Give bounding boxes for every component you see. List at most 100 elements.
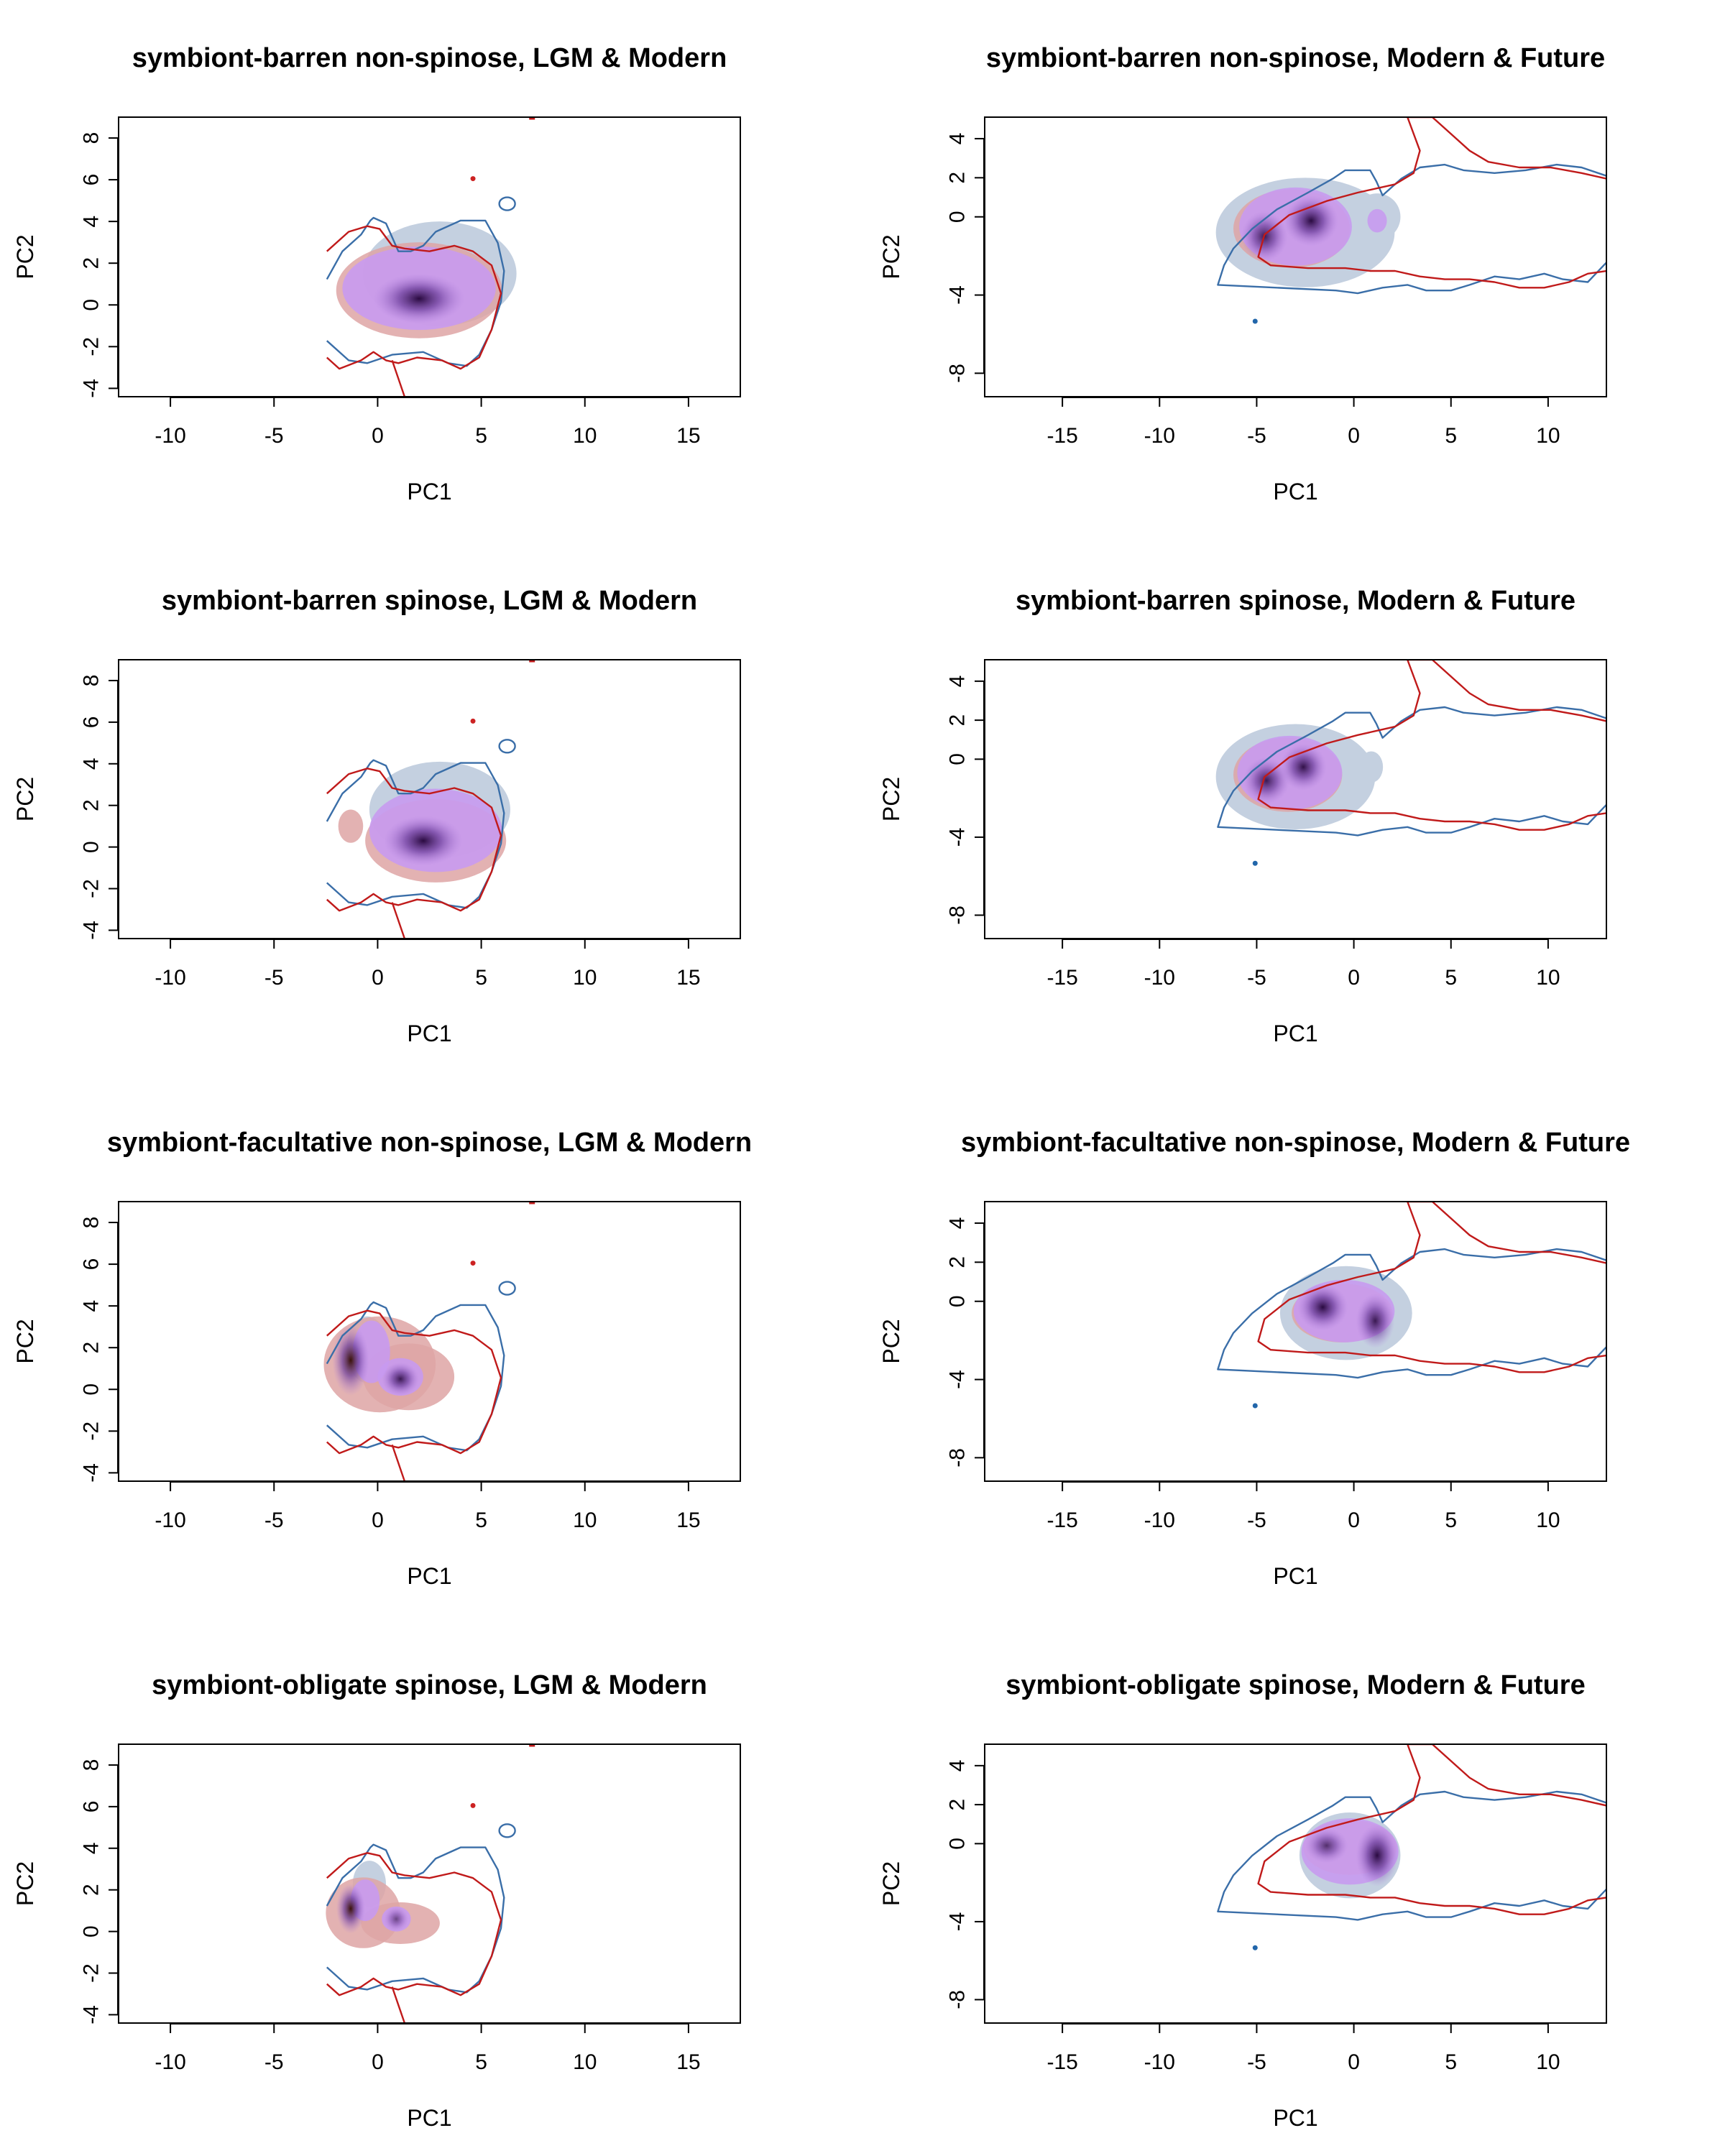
x-axis-label: PC1: [1273, 2105, 1317, 2131]
contour-dot: [470, 1261, 476, 1266]
y-axis-label: PC2: [878, 1319, 904, 1363]
density-peak: [1305, 1828, 1348, 1864]
x-tick-label: 5: [475, 424, 487, 448]
contour-dot: [1252, 860, 1258, 866]
x-tick-label: -15: [1046, 1508, 1077, 1532]
chart-title: symbiont-barren non-spinose, LGM & Moder…: [132, 43, 727, 73]
x-tick-label: -5: [1247, 2050, 1266, 2074]
x-tick-label: -10: [155, 966, 185, 990]
plot-area: [1217, 1744, 1606, 1950]
density-peak: [1356, 1293, 1395, 1349]
x-axis-label: PC1: [407, 2105, 451, 2131]
y-axis: -8 -4 0 2 4: [946, 1760, 985, 2009]
contour-ring: [498, 739, 516, 754]
x-tick-label: -5: [1247, 966, 1266, 990]
y-tick-label: -8: [946, 906, 970, 925]
x-axis: -15 -10 -5 0 5 10: [1046, 397, 1560, 448]
x-tick-label: 5: [475, 1508, 487, 1532]
chart-panel: -10 -5 0 5 10 15 PC1 -4 -2 0 2 4 6 8 PC2 symbiont-facul…: [12, 1128, 752, 1589]
y-tick-label: 4: [946, 1760, 970, 1772]
y-tick-label: 2: [946, 1799, 970, 1811]
y-tick-label: -2: [80, 879, 104, 898]
x-tick-label: -5: [264, 424, 284, 448]
y-tick-label: 0: [946, 1838, 970, 1850]
y-axis-label: PC2: [878, 234, 904, 279]
x-axis: -15 -10 -5 0 5 10: [1046, 1481, 1560, 1532]
contour-red: [326, 768, 502, 912]
contour-red: [1257, 660, 1606, 831]
y-tick-label: 4: [946, 133, 970, 145]
chart-panel: -15 -10 -5 0 5 10 PC1 -8 -4 0 2 4 PC2 symbiont-facult…: [878, 1128, 1630, 1589]
x-tick-label: 0: [372, 966, 384, 990]
chart-panel: -15 -10 -5 0 5 10 PC1 -8 -4 0 2 4 PC2 symbiont-barren…: [878, 43, 1607, 505]
plot-area: [326, 1744, 535, 2023]
x-tick-label: -10: [155, 2050, 185, 2074]
x-axis: -10 -5 0 5 10 15: [155, 1481, 701, 1532]
chart-title: symbiont-obligate spinose, LGM & Modern: [152, 1670, 707, 1700]
contour-blue: [326, 1843, 505, 1994]
x-tick-label: -10: [1144, 1508, 1175, 1532]
contour-dot: [470, 176, 476, 182]
chart-title: symbiont-barren non-spinose, Modern & Fu…: [986, 43, 1605, 73]
contour-red: [326, 1309, 502, 1455]
x-tick-label: -10: [155, 424, 185, 448]
x-tick-label: 10: [573, 1508, 597, 1532]
y-tick-label: 0: [946, 1295, 970, 1307]
x-tick-label: 15: [676, 424, 700, 448]
y-tick-label: 4: [946, 676, 970, 688]
y-tick-label: 2: [946, 1256, 970, 1268]
contour-red: [391, 902, 406, 939]
x-tick-label: 5: [1445, 966, 1457, 990]
chart-panel: -10 -5 0 5 10 15 PC1 -4 -2 0 2 4 6 8 PC2 symbiont-oblig…: [12, 1670, 741, 2131]
density-peak: [331, 1325, 369, 1396]
y-tick-label: 0: [80, 299, 104, 311]
x-tick-label: -15: [1046, 424, 1077, 448]
x-tick-label: -5: [264, 1508, 284, 1532]
y-tick-label: 6: [80, 1801, 104, 1813]
x-tick-label: -5: [264, 966, 284, 990]
y-tick-label: -2: [80, 1422, 104, 1441]
x-tick-label: 10: [1536, 424, 1560, 448]
x-tick-label: -15: [1046, 2050, 1077, 2074]
y-tick-label: -4: [80, 921, 104, 940]
x-tick-label: 10: [1536, 2050, 1560, 2074]
chart-title: symbiont-facultative non-spinose, Modern…: [961, 1128, 1630, 1158]
y-tick-label: 6: [80, 1258, 104, 1271]
y-tick-label: 8: [80, 132, 104, 144]
density-peak: [1297, 1284, 1348, 1331]
plot-frame: [984, 1743, 1607, 2024]
plot-area: [1215, 660, 1606, 866]
x-tick-label: 15: [676, 1508, 700, 1532]
y-tick-label: -4: [946, 1370, 970, 1389]
x-axis-label: PC1: [407, 479, 451, 505]
contour-blue: [1217, 1248, 1606, 1379]
y-axis: -4 -2 0 2 4 6 8: [80, 1217, 119, 1483]
x-axis: -10 -5 0 5 10 15: [155, 397, 701, 448]
y-tick-label: -8: [946, 1990, 970, 2009]
y-tick-label: -8: [946, 1448, 970, 1468]
x-tick-label: 15: [676, 2050, 700, 2074]
y-tick-label: 6: [80, 717, 104, 729]
contour-red: [391, 360, 406, 397]
contour-ring: [498, 1281, 516, 1296]
y-tick-label: 0: [946, 753, 970, 765]
density-peak: [373, 273, 465, 324]
contour-blue: [326, 759, 505, 909]
x-axis-label: PC1: [407, 1563, 451, 1589]
contour-red: [326, 1852, 502, 1996]
density-overlap: [1367, 208, 1387, 233]
x-tick-label: -10: [1144, 2050, 1175, 2074]
y-tick-label: 2: [80, 1884, 104, 1896]
y-axis: -8 -4 0 2 4: [946, 133, 985, 383]
y-tick-label: -4: [80, 2005, 104, 2024]
chart-panel: -15 -10 -5 0 5 10 PC1 -8 -4 0 2 4 PC2 symbiont-barren…: [878, 586, 1607, 1046]
x-tick-label: -15: [1046, 966, 1077, 990]
plot-area: [1215, 117, 1606, 324]
density-peak: [336, 1884, 366, 1934]
x-tick-label: 0: [1348, 2050, 1360, 2074]
y-tick-label: -4: [80, 379, 104, 398]
x-tick-label: 5: [1445, 424, 1457, 448]
contour-dot: [470, 1802, 476, 1808]
chart-title: symbiont-obligate spinose, Modern & Futu…: [1006, 1670, 1585, 1700]
x-tick-label: 0: [1348, 1508, 1360, 1532]
